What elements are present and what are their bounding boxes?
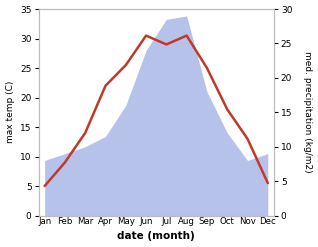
Y-axis label: med. precipitation (kg/m2): med. precipitation (kg/m2) — [303, 51, 313, 173]
X-axis label: date (month): date (month) — [117, 231, 195, 242]
Y-axis label: max temp (C): max temp (C) — [5, 81, 15, 144]
